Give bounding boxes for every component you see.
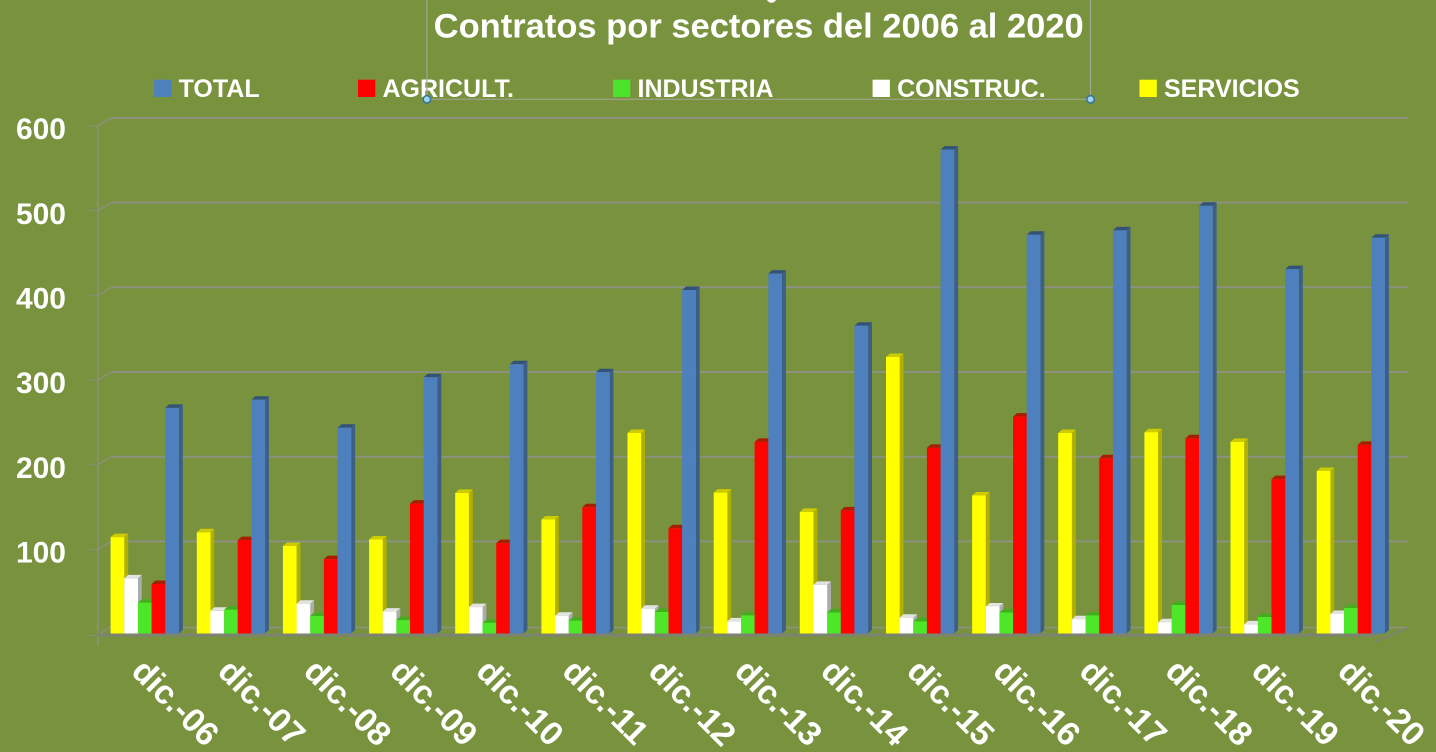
svg-text:TOTAL: TOTAL [179,75,260,103]
svg-text:100: 100 [16,537,66,570]
svg-text:200: 200 [16,452,66,485]
svg-text:AGRICULT.: AGRICULT. [383,75,514,103]
svg-text:600: 600 [16,113,66,146]
svg-text:Contratos por sectores del 200: Contratos por sectores del 2006 al 2020 [434,8,1084,46]
svg-text:300: 300 [16,367,66,400]
svg-text:INDUSTRIA: INDUSTRIA [638,75,774,103]
svg-text:500: 500 [16,198,66,231]
svg-text:SERVICIOS: SERVICIOS [1164,75,1300,103]
svg-text:CONSTRUC.: CONSTRUC. [897,75,1046,103]
svg-text:400: 400 [16,283,66,316]
